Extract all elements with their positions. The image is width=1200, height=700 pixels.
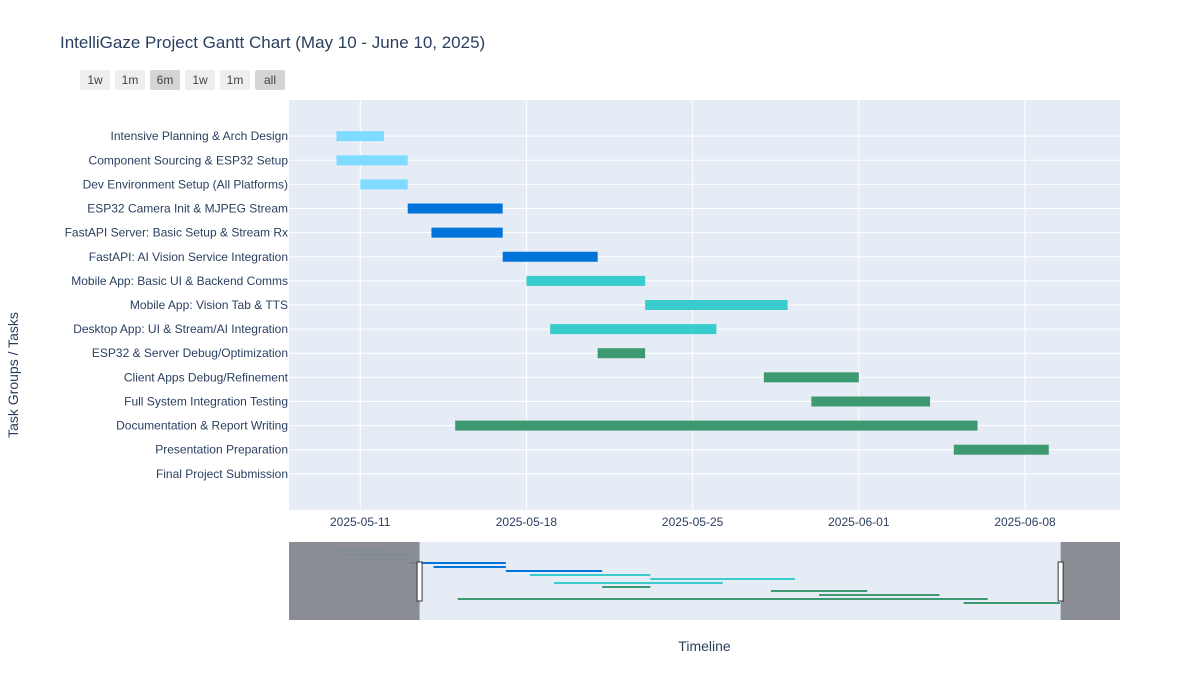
task-bar bbox=[550, 324, 717, 335]
range-selector: 1w 1m 6m 1w 1m all bbox=[80, 70, 285, 90]
task-label: Client Apps Debug/Refinement bbox=[124, 370, 289, 384]
task-label: Component Sourcing & ESP32 Setup bbox=[89, 153, 289, 167]
rangeslider-background bbox=[289, 542, 1120, 620]
range-button-1m-alt[interactable]: 1m bbox=[220, 70, 250, 90]
task-label: Full System Integration Testing bbox=[124, 394, 288, 408]
task-label: FastAPI Server: Basic Setup & Stream Rx bbox=[65, 226, 288, 240]
task-bar bbox=[431, 227, 503, 238]
task-bar bbox=[336, 131, 384, 142]
task-label: Dev Environment Setup (All Platforms) bbox=[83, 177, 288, 191]
chart-title: IntelliGaze Project Gantt Chart (May 10 … bbox=[60, 33, 486, 52]
task-bar bbox=[502, 251, 598, 262]
task-label: Final Project Submission bbox=[156, 467, 288, 481]
task-label: ESP32 & Server Debug/Optimization bbox=[92, 346, 288, 360]
task-bar bbox=[645, 300, 788, 310]
rangeslider-handle-left[interactable] bbox=[416, 561, 423, 602]
x-tick-label: 2025-05-18 bbox=[496, 515, 558, 529]
x-tick-label: 2025-06-08 bbox=[994, 515, 1056, 529]
rangeslider-mask-left bbox=[289, 542, 420, 620]
task-label: Documentation & Report Writing bbox=[116, 419, 288, 433]
x-tick-label: 2025-05-25 bbox=[662, 515, 724, 529]
range-button-all[interactable]: all bbox=[255, 70, 285, 90]
range-button-6m[interactable]: 6m bbox=[150, 70, 180, 90]
range-button-1w-alt[interactable]: 1w bbox=[185, 70, 215, 90]
task-bar bbox=[360, 179, 408, 190]
task-label: Intensive Planning & Arch Design bbox=[111, 129, 288, 143]
task-bar bbox=[526, 275, 646, 286]
x-tick-label: 2025-06-01 bbox=[828, 515, 890, 529]
task-label: FastAPI: AI Vision Service Integration bbox=[89, 250, 288, 264]
task-label: Mobile App: Basic UI & Backend Comms bbox=[71, 274, 288, 288]
task-bar bbox=[597, 348, 646, 359]
task-label: Presentation Preparation bbox=[155, 443, 288, 457]
task-label: Desktop App: UI & Stream/AI Integration bbox=[73, 322, 288, 336]
x-tick-label: 2025-05-11 bbox=[330, 515, 391, 529]
task-bar bbox=[763, 372, 859, 383]
rangeslider-handle-right[interactable] bbox=[1057, 561, 1064, 602]
task-bar bbox=[953, 444, 1049, 455]
range-button-1m[interactable]: 1m bbox=[115, 70, 145, 90]
task-label: ESP32 Camera Init & MJPEG Stream bbox=[87, 202, 288, 216]
task-bar bbox=[407, 203, 503, 214]
task-bar bbox=[455, 420, 978, 431]
task-bar bbox=[811, 396, 931, 407]
y-axis-title: Task Groups / Tasks bbox=[5, 312, 21, 438]
x-axis-title: Timeline bbox=[678, 638, 731, 654]
task-bar bbox=[336, 155, 408, 166]
task-label: Mobile App: Vision Tab & TTS bbox=[130, 298, 288, 312]
rangeslider-mask-right bbox=[1060, 542, 1120, 620]
range-button-1w[interactable]: 1w bbox=[80, 70, 110, 90]
